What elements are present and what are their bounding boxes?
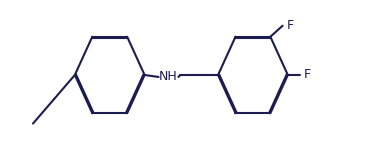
Text: F: F (304, 69, 311, 81)
Text: NH: NH (159, 70, 178, 83)
Text: F: F (286, 19, 294, 32)
